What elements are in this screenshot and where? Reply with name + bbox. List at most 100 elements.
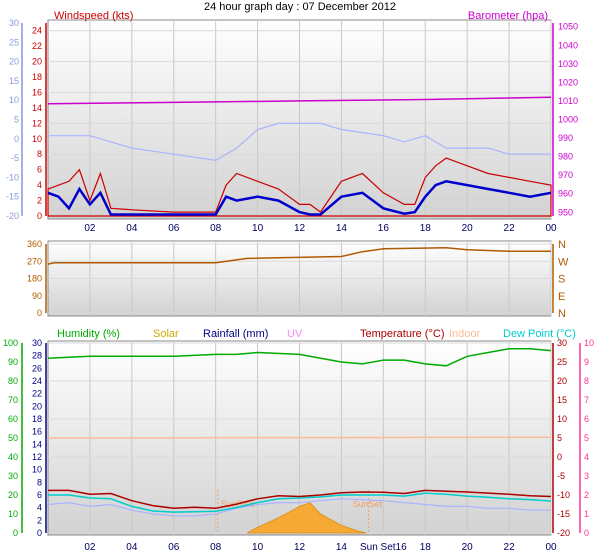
barometer-tick-8: 1030 (558, 59, 578, 69)
dew-point-line (48, 492, 552, 513)
compass-label-0: N (558, 308, 566, 320)
compass-label-4: N (558, 239, 566, 251)
temperature-tick-6: 10 (557, 414, 567, 424)
rainfall-tick-6: 12 (32, 452, 42, 462)
windspeed-tick-2: 4 (37, 180, 42, 190)
chart-title: 24 hour graph day : 07 December 2012 (204, 1, 396, 13)
direction-tick-2: 180 (27, 274, 42, 284)
windspeed-tick-3: 6 (37, 165, 42, 175)
temperature-line (48, 489, 552, 510)
barometer-tick-3: 980 (558, 152, 573, 162)
barometer-tick-9: 1040 (558, 40, 578, 50)
wind-outer-tick-5: 5 (14, 115, 19, 125)
wind-outer-tick-10: 30 (9, 18, 19, 28)
windspeed-tick-12: 24 (32, 26, 42, 36)
wind-outer-tick-6: 10 (9, 95, 19, 105)
wind-time-tick-9: 20 (462, 223, 474, 234)
thermo-time-tick-5: 12 (294, 542, 306, 553)
wind-outer-tick-4: 0 (14, 134, 19, 144)
rainfall-tick-1: 2 (37, 515, 42, 525)
rainfall-tick-11: 22 (32, 389, 42, 399)
windspeed-tick-4: 8 (37, 149, 42, 159)
temperature-tick-4: 0 (557, 452, 562, 462)
wind-outer-tick-2: -10 (6, 172, 19, 182)
wind-time-tick-1: 04 (126, 223, 138, 234)
barometer-tick-4: 990 (558, 133, 573, 143)
thermo-time-tick-10: 22 (504, 542, 516, 553)
wind-time-tick-2: 06 (168, 223, 180, 234)
rainfall-tick-8: 16 (32, 427, 42, 437)
legend-solar: Solar (153, 328, 179, 340)
compass-label-3: W (558, 256, 569, 268)
humidity-tick-0: 0 (13, 528, 18, 538)
thermo-time-tick-2: 06 (168, 542, 180, 553)
solar-area (246, 502, 367, 534)
legend-rainfall: Rainfall (mm) (203, 328, 268, 340)
thermo-time-tick-0: 02 (84, 542, 96, 553)
uv-tick-10: 10 (584, 338, 594, 348)
windspeed-tick-0: 0 (37, 211, 42, 221)
uv-tick-9: 9 (584, 357, 589, 367)
temperature-tick-1: -15 (557, 509, 570, 519)
windspeed-legend: Windspeed (kts) (54, 10, 133, 22)
thermo-time-tick-11: 00 (545, 542, 557, 553)
temperature-tick-9: 25 (557, 357, 567, 367)
rainfall-tick-4: 8 (37, 477, 42, 487)
humidity-tick-9: 90 (8, 357, 18, 367)
compass-label-2: S (558, 274, 565, 286)
uv-tick-3: 3 (584, 471, 589, 481)
windspeed-tick-6: 12 (32, 118, 42, 128)
temperature-tick-2: -10 (557, 490, 570, 500)
direction-tick-0: 0 (37, 308, 42, 318)
thermo-time-tick-7: Sun Set16 (360, 542, 407, 553)
direction-tick-1: 90 (32, 291, 42, 301)
humidity-tick-7: 70 (8, 395, 18, 405)
uv-tick-1: 1 (584, 509, 589, 519)
uv-tick-5: 5 (584, 433, 589, 443)
compass-label-1: E (558, 291, 565, 303)
uv-lavender-line (47, 498, 551, 517)
uv-tick-7: 7 (584, 395, 589, 405)
wind-outer-tick-3: -5 (11, 153, 19, 163)
wind-direction-background-line (48, 122, 551, 162)
thermo-time-tick-4: 10 (252, 542, 264, 553)
temperature-tick-3: -5 (557, 471, 565, 481)
rainfall-tick-7: 14 (32, 439, 42, 449)
wind-time-tick-0: 02 (84, 223, 96, 234)
thermo-time-tick-3: 08 (210, 542, 222, 553)
barometer-tick-10: 1050 (558, 22, 578, 32)
windspeed-tick-5: 10 (32, 134, 42, 144)
barometer-tick-7: 1020 (558, 77, 578, 87)
barometer-tick-2: 970 (558, 170, 573, 180)
wind-outer-tick-8: 20 (9, 57, 19, 67)
barometer-tick-6: 1010 (558, 96, 578, 106)
wind-time-tick-5: 12 (294, 223, 306, 234)
rainfall-tick-14: 28 (32, 351, 42, 361)
rainfall-tick-9: 18 (32, 414, 42, 424)
windspeed-tick-8: 16 (32, 87, 42, 97)
uv-tick-2: 2 (584, 490, 589, 500)
rainfall-tick-2: 4 (37, 503, 42, 513)
direction-tick-4: 360 (27, 239, 42, 249)
barometer-tick-5: 1000 (558, 115, 578, 125)
humidity-tick-10: 100 (3, 338, 18, 348)
indoor-line (47, 436, 552, 439)
thermo-time-tick-1: 04 (126, 542, 138, 553)
humidity-tick-2: 20 (8, 490, 18, 500)
barometer-tick-1: 960 (558, 189, 573, 199)
temperature-tick-7: 15 (557, 395, 567, 405)
rainfall-tick-3: 6 (37, 490, 42, 500)
uv-tick-4: 4 (584, 452, 589, 462)
wind-time-tick-7: 16 (378, 223, 390, 234)
legend-uv: UV (287, 328, 303, 340)
humidity-tick-3: 30 (8, 471, 18, 481)
windspeed-tick-11: 22 (32, 41, 42, 51)
direction-tick-3: 270 (27, 256, 42, 266)
windspeed-tick-1: 2 (37, 196, 42, 206)
barometer-line (47, 96, 552, 105)
wind-time-tick-11: 00 (545, 223, 557, 234)
humidity-tick-8: 80 (8, 376, 18, 386)
wind-time-tick-3: 08 (210, 223, 222, 234)
temperature-tick-5: 5 (557, 433, 562, 443)
sunset-label: SunSet (353, 499, 383, 509)
